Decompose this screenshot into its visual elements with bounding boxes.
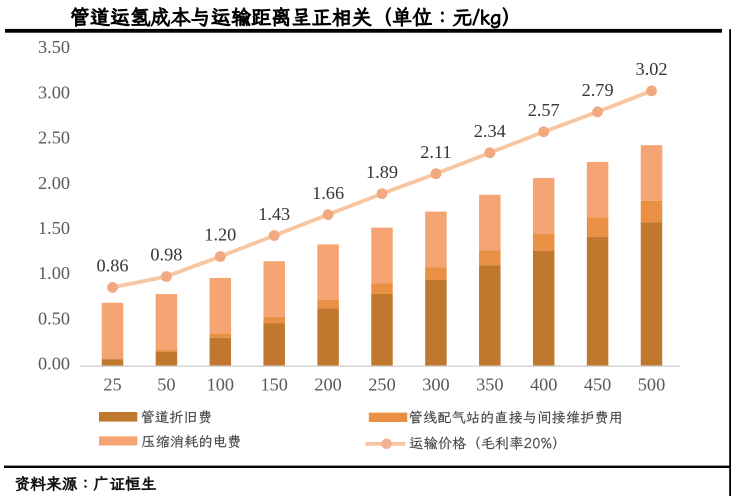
svg-text:2.79: 2.79 <box>582 80 614 100</box>
svg-text:2.00: 2.00 <box>38 173 70 193</box>
svg-text:50: 50 <box>157 375 175 395</box>
svg-text:350: 350 <box>476 375 503 395</box>
svg-text:0.98: 0.98 <box>150 245 182 265</box>
svg-text:0.86: 0.86 <box>97 256 129 276</box>
svg-text:500: 500 <box>638 375 665 395</box>
svg-text:300: 300 <box>422 375 449 395</box>
svg-text:2.34: 2.34 <box>474 121 506 141</box>
svg-text:400: 400 <box>530 375 557 395</box>
svg-text:3.02: 3.02 <box>636 59 668 79</box>
svg-text:1.43: 1.43 <box>258 204 290 224</box>
svg-text:1.66: 1.66 <box>312 183 344 203</box>
svg-text:1.89: 1.89 <box>366 162 398 182</box>
svg-text:100: 100 <box>207 375 234 395</box>
svg-text:1.00: 1.00 <box>38 263 70 283</box>
svg-text:450: 450 <box>584 375 611 395</box>
svg-text:25: 25 <box>103 375 121 395</box>
svg-text:2.11: 2.11 <box>420 142 451 162</box>
svg-text:2.57: 2.57 <box>528 100 560 120</box>
svg-text:0.00: 0.00 <box>38 354 70 374</box>
svg-text:3.50: 3.50 <box>38 37 70 57</box>
svg-text:250: 250 <box>368 375 395 395</box>
svg-text:1.50: 1.50 <box>38 218 70 238</box>
svg-text:0.50: 0.50 <box>38 308 70 328</box>
svg-text:1.20: 1.20 <box>204 225 236 245</box>
svg-text:200: 200 <box>314 375 341 395</box>
svg-text:150: 150 <box>260 375 287 395</box>
svg-text:2.50: 2.50 <box>38 128 70 148</box>
svg-text:3.00: 3.00 <box>38 82 70 102</box>
